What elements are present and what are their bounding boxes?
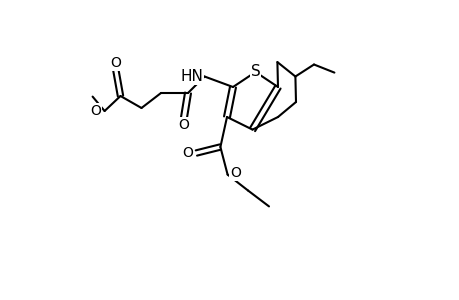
Text: O: O <box>90 104 101 118</box>
Text: S: S <box>250 64 260 80</box>
Text: O: O <box>182 146 193 160</box>
Text: HN: HN <box>180 69 202 84</box>
Text: O: O <box>110 56 121 70</box>
Text: O: O <box>178 118 189 132</box>
Text: O: O <box>230 166 241 180</box>
